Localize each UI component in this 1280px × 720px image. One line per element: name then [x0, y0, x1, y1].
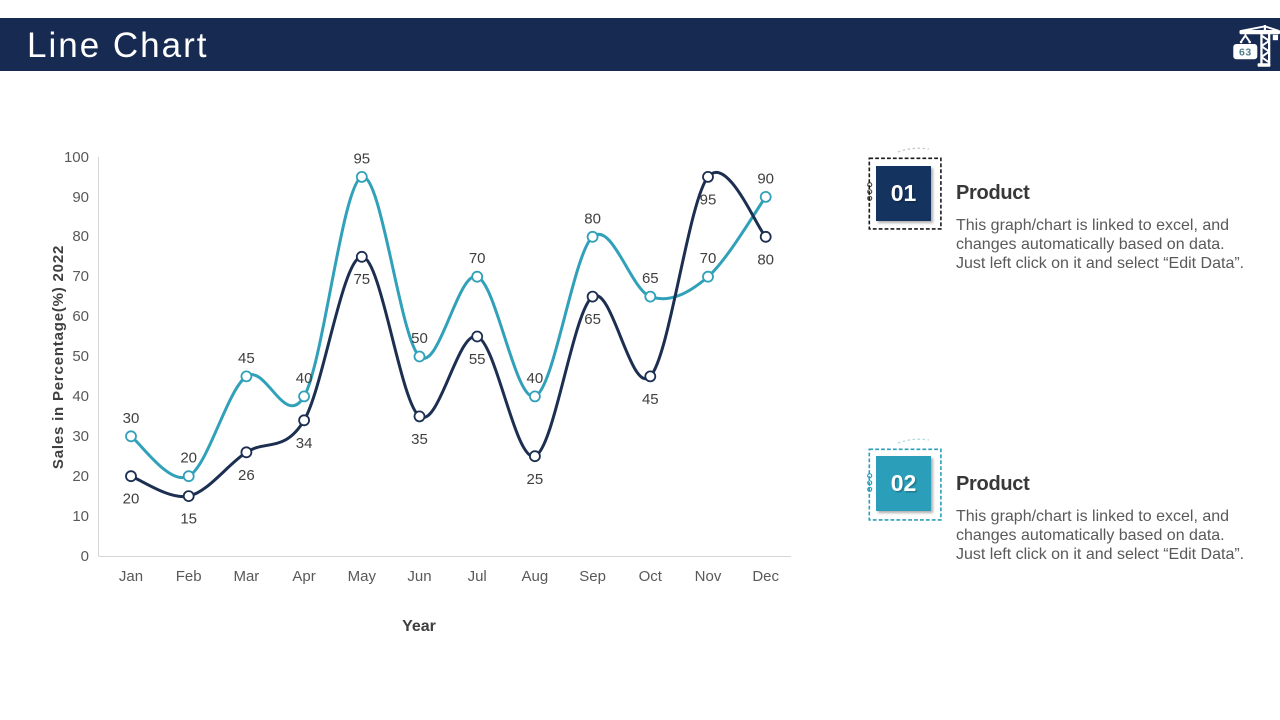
svg-text:70: 70 [469, 250, 486, 267]
svg-text:63: 63 [1239, 47, 1252, 59]
svg-text:Jan: Jan [119, 568, 143, 585]
svg-text:55: 55 [469, 351, 486, 368]
svg-text:Jun: Jun [407, 568, 431, 585]
svg-text:Aug: Aug [522, 568, 549, 585]
svg-text:30: 30 [72, 428, 89, 445]
svg-text:95: 95 [353, 150, 370, 167]
svg-text:95: 95 [700, 191, 717, 208]
svg-text:Dec: Dec [752, 568, 779, 585]
svg-text:35: 35 [411, 431, 428, 448]
svg-text:45: 45 [642, 391, 659, 408]
svg-text:34: 34 [296, 435, 313, 452]
svg-text:50: 50 [72, 348, 89, 365]
svg-text:90: 90 [72, 189, 89, 206]
svg-text:40: 40 [72, 388, 89, 405]
svg-text:80: 80 [72, 228, 89, 245]
svg-text:70: 70 [72, 268, 89, 285]
svg-text:100: 100 [64, 149, 89, 166]
svg-text:Feb: Feb [176, 568, 202, 585]
svg-text:80: 80 [757, 251, 774, 268]
svg-text:26: 26 [238, 467, 255, 484]
svg-text:Oct: Oct [639, 568, 663, 585]
svg-text:Nov: Nov [695, 568, 722, 585]
svg-text:25: 25 [527, 471, 544, 488]
svg-text:70: 70 [700, 250, 717, 267]
svg-text:Year: Year [402, 618, 436, 635]
svg-text:65: 65 [642, 270, 659, 287]
svg-text:30: 30 [123, 410, 140, 427]
svg-text:10: 10 [72, 508, 89, 525]
svg-text:Jul: Jul [468, 568, 487, 585]
svg-text:Mar: Mar [233, 568, 259, 585]
svg-text:75: 75 [353, 271, 370, 288]
svg-text:20: 20 [180, 450, 197, 467]
svg-text:20: 20 [72, 468, 89, 485]
svg-text:Sales in Percentage(%) 2022: Sales in Percentage(%) 2022 [50, 245, 67, 469]
svg-text:Sep: Sep [579, 568, 606, 585]
svg-text:50: 50 [411, 330, 428, 347]
svg-text:Apr: Apr [292, 568, 315, 585]
svg-text:90: 90 [757, 170, 774, 187]
svg-text:80: 80 [584, 210, 601, 227]
svg-text:15: 15 [180, 511, 197, 528]
svg-text:45: 45 [238, 350, 255, 367]
svg-text:0: 0 [81, 548, 89, 565]
svg-text:40: 40 [527, 370, 544, 387]
svg-text:65: 65 [584, 311, 601, 328]
svg-text:20: 20 [123, 491, 140, 508]
svg-text:60: 60 [72, 308, 89, 325]
svg-text:May: May [348, 568, 377, 585]
svg-text:40: 40 [296, 370, 313, 387]
